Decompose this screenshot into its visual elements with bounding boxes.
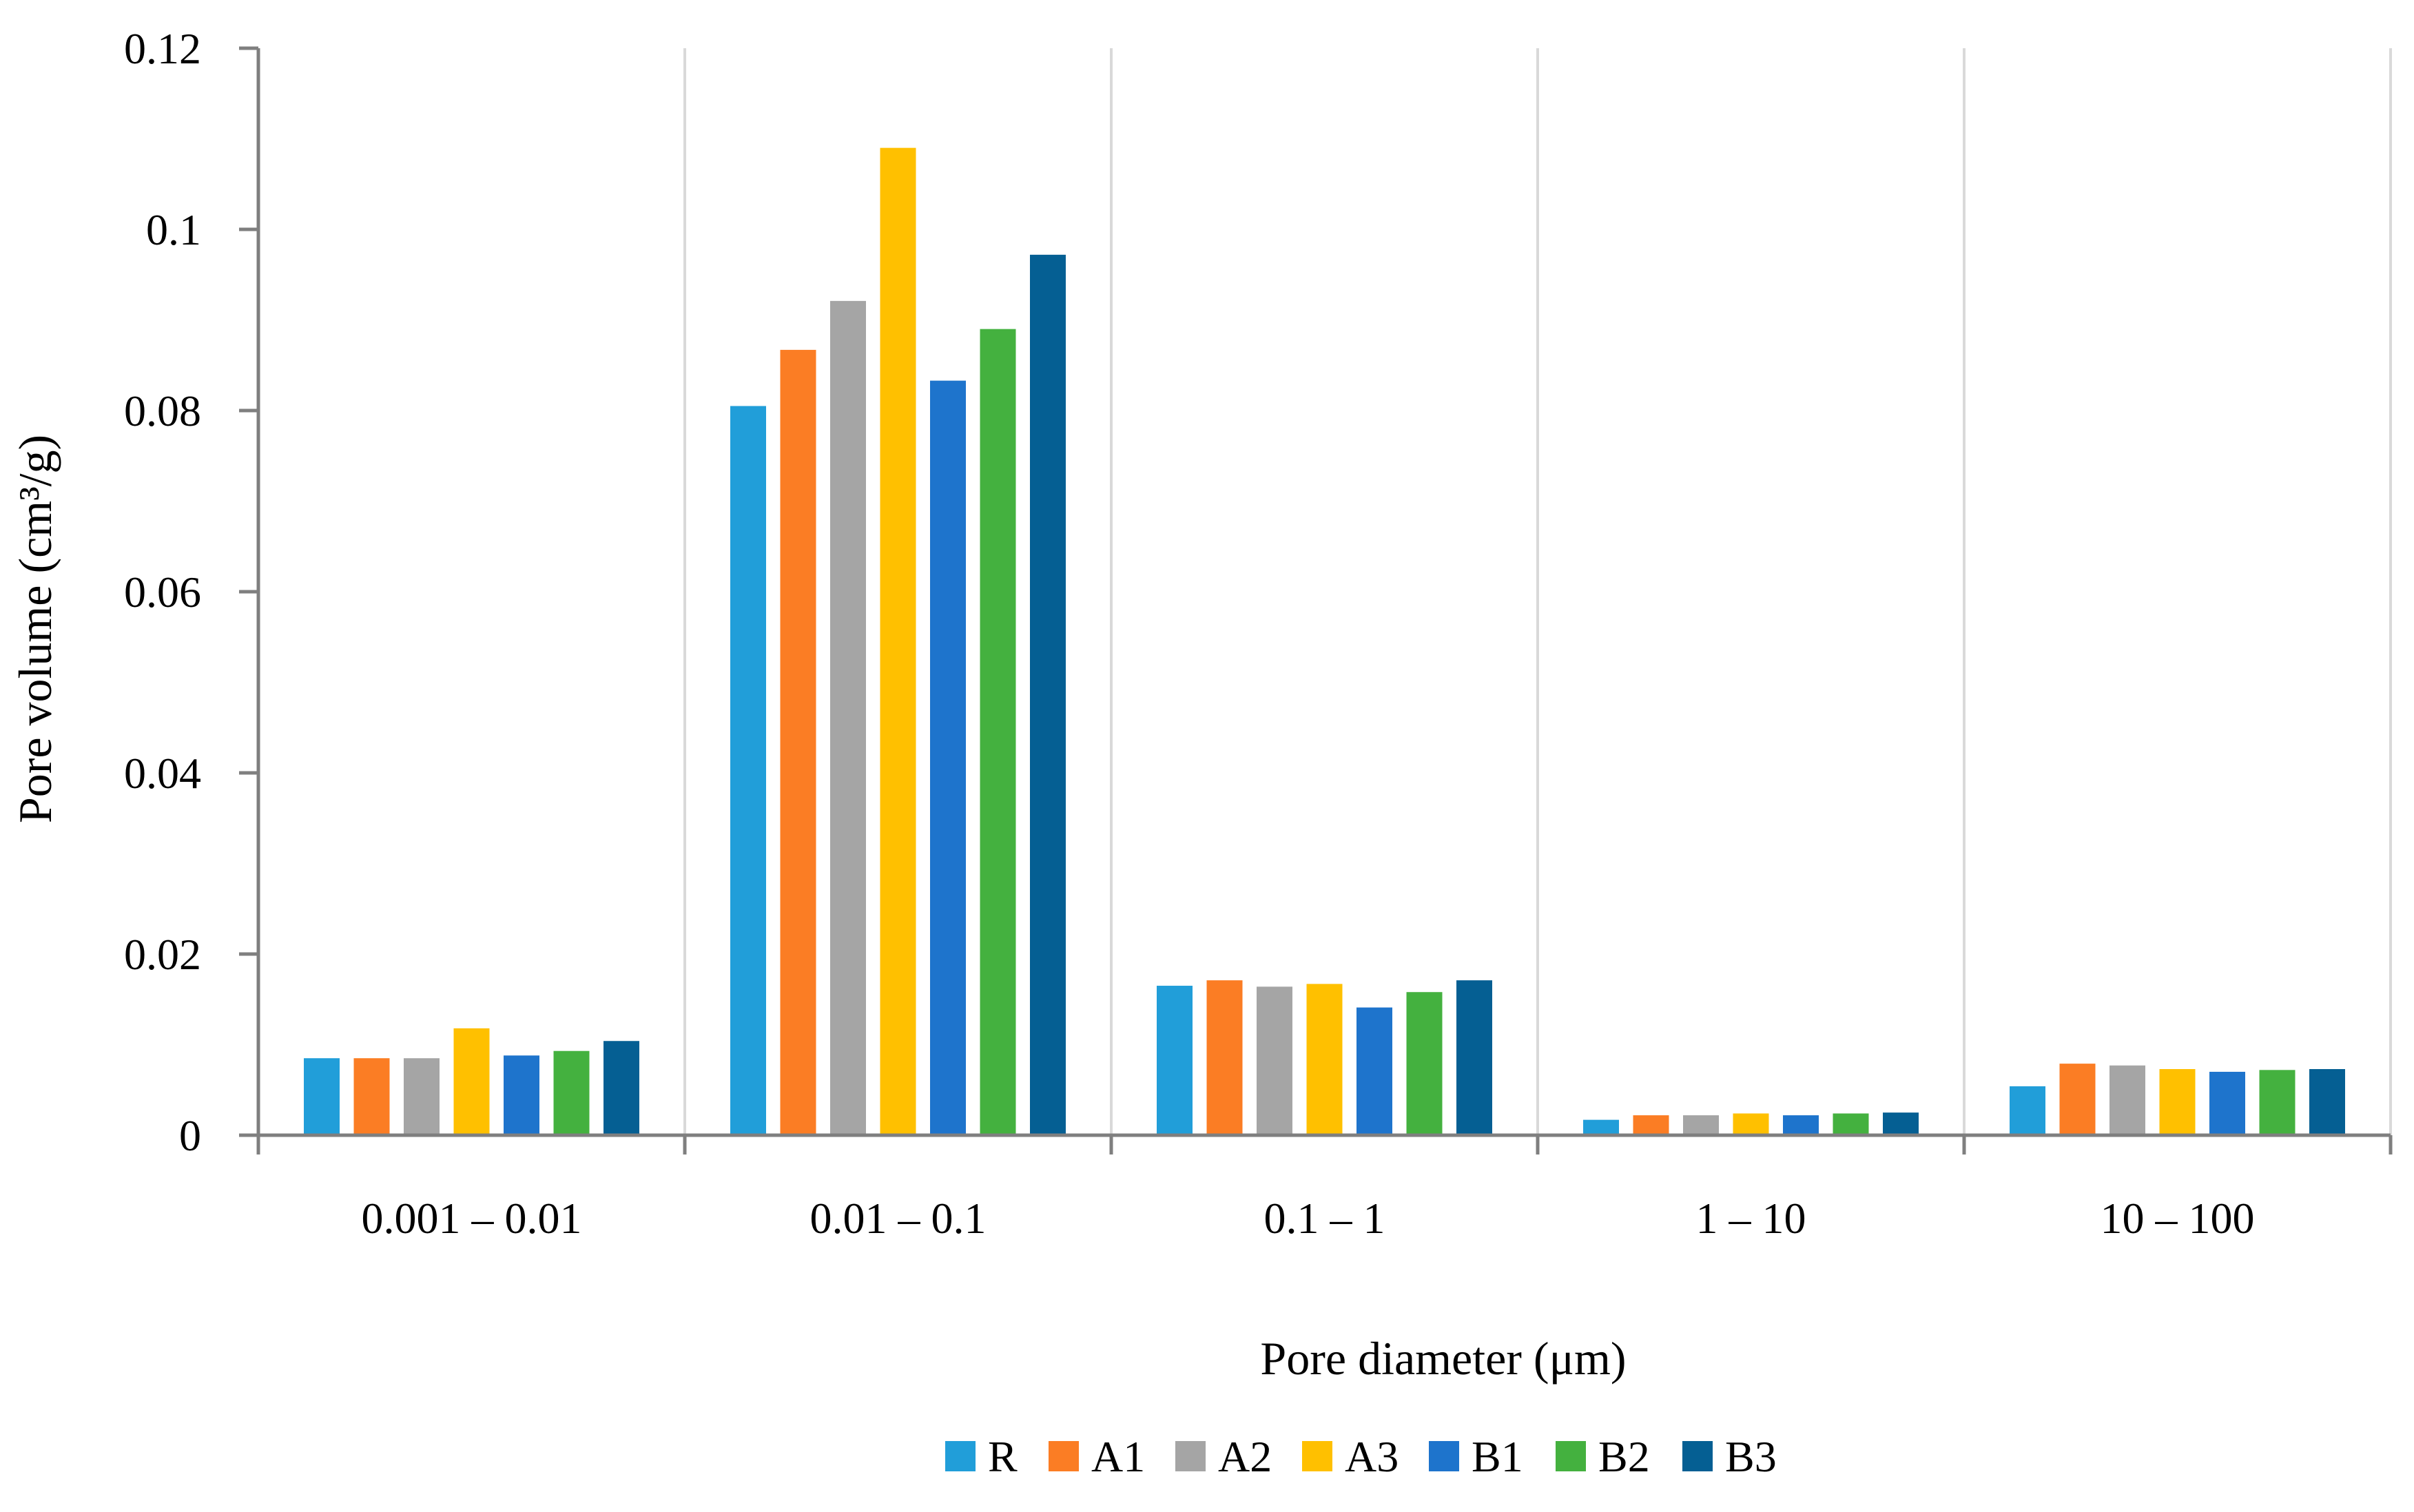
bar-b1 xyxy=(1783,1115,1819,1135)
axes xyxy=(239,46,2393,1154)
bar-b3 xyxy=(1456,980,1492,1135)
legend-swatch xyxy=(1175,1441,1206,1471)
bar-b3 xyxy=(1883,1112,1919,1135)
legend-swatch xyxy=(1049,1441,1079,1471)
x-axis-title: Pore diameter (μm) xyxy=(1260,1332,1626,1385)
y-tick-label: 0.06 xyxy=(124,568,201,617)
legend-label: A3 xyxy=(1345,1432,1399,1481)
legend-item-a2: A2 xyxy=(1175,1432,1272,1481)
bar-b1 xyxy=(930,380,966,1135)
bar-b2 xyxy=(980,329,1016,1135)
x-tick-label: 1 – 10 xyxy=(1696,1194,1806,1243)
bar-a1 xyxy=(1206,980,1243,1135)
legend: R A1 A2 A3 B1 B2 B3 xyxy=(945,1432,1777,1481)
bar-b1 xyxy=(1356,1007,1392,1135)
legend-item-b1: B1 xyxy=(1429,1432,1523,1481)
y-tick-label: 0.08 xyxy=(124,386,201,435)
legend-label: A2 xyxy=(1218,1432,1272,1481)
bar-r xyxy=(2010,1086,2045,1135)
legend-swatch xyxy=(1302,1441,1332,1471)
bar-b3 xyxy=(1030,254,1066,1135)
legend-item-a1: A1 xyxy=(1049,1432,1145,1481)
bar-a2 xyxy=(1257,986,1292,1135)
bar-a3 xyxy=(453,1028,490,1135)
bar-b1 xyxy=(2209,1071,2245,1135)
legend-label: B1 xyxy=(1472,1432,1523,1481)
bar-b3 xyxy=(604,1041,639,1135)
bar-a1 xyxy=(1633,1115,1669,1135)
y-tick-label: 0.1 xyxy=(146,205,201,254)
legend-swatch xyxy=(1682,1441,1713,1471)
y-tick-label: 0.12 xyxy=(124,24,201,73)
y-axis-title: Pore volume (cm³/g) xyxy=(9,435,61,823)
tick-labels: 0 0.02 0.04 0.06 0.08 0.1 0.12 0.001 – 0.01 0.01… xyxy=(124,24,2255,1243)
x-tick-label: 0.1 – 1 xyxy=(1264,1194,1385,1243)
bar-a1 xyxy=(2059,1064,2096,1135)
y-tick-label: 0.04 xyxy=(124,749,201,798)
legend-swatch xyxy=(1556,1441,1586,1471)
bar-a2 xyxy=(2109,1065,2145,1135)
legend-swatch xyxy=(945,1441,976,1471)
bar-r xyxy=(730,406,766,1135)
bar-a2 xyxy=(404,1058,440,1135)
bar-b2 xyxy=(553,1050,590,1135)
x-tick-label: 0.01 – 0.1 xyxy=(810,1194,987,1243)
legend-item-a3: A3 xyxy=(1302,1432,1399,1481)
bar-r xyxy=(1157,986,1193,1135)
bar-a2 xyxy=(830,300,866,1135)
legend-item-r: R xyxy=(945,1432,1018,1481)
grid-lines xyxy=(257,48,2392,1135)
bar-a2 xyxy=(1683,1115,1719,1135)
bar-b3 xyxy=(2309,1069,2345,1135)
bar-a3 xyxy=(1733,1113,1769,1135)
legend-swatch xyxy=(1429,1441,1459,1471)
legend-label: B2 xyxy=(1598,1432,1650,1481)
legend-item-b2: B2 xyxy=(1556,1432,1650,1481)
bar-a1 xyxy=(780,349,816,1135)
bar-b2 xyxy=(2259,1070,2296,1135)
legend-label: A1 xyxy=(1091,1432,1145,1481)
legend-label: R xyxy=(988,1432,1018,1481)
bar-r xyxy=(304,1058,340,1135)
bar-b1 xyxy=(504,1055,539,1135)
bar-b2 xyxy=(1406,992,1443,1135)
y-tick-label: 0 xyxy=(179,1111,201,1160)
legend-item-b3: B3 xyxy=(1682,1432,1777,1481)
bar-a1 xyxy=(353,1058,390,1135)
bar-r xyxy=(1583,1119,1619,1135)
bar-b2 xyxy=(1833,1113,1869,1135)
y-tick-label: 0.02 xyxy=(124,930,201,979)
legend-label: B3 xyxy=(1725,1432,1777,1481)
bars xyxy=(304,147,2345,1135)
x-tick-label: 0.001 – 0.01 xyxy=(362,1194,582,1243)
bar-a3 xyxy=(880,147,916,1135)
bar-a3 xyxy=(2159,1069,2196,1135)
bar-a3 xyxy=(1306,984,1343,1135)
x-tick-label: 10 – 100 xyxy=(2101,1194,2255,1243)
